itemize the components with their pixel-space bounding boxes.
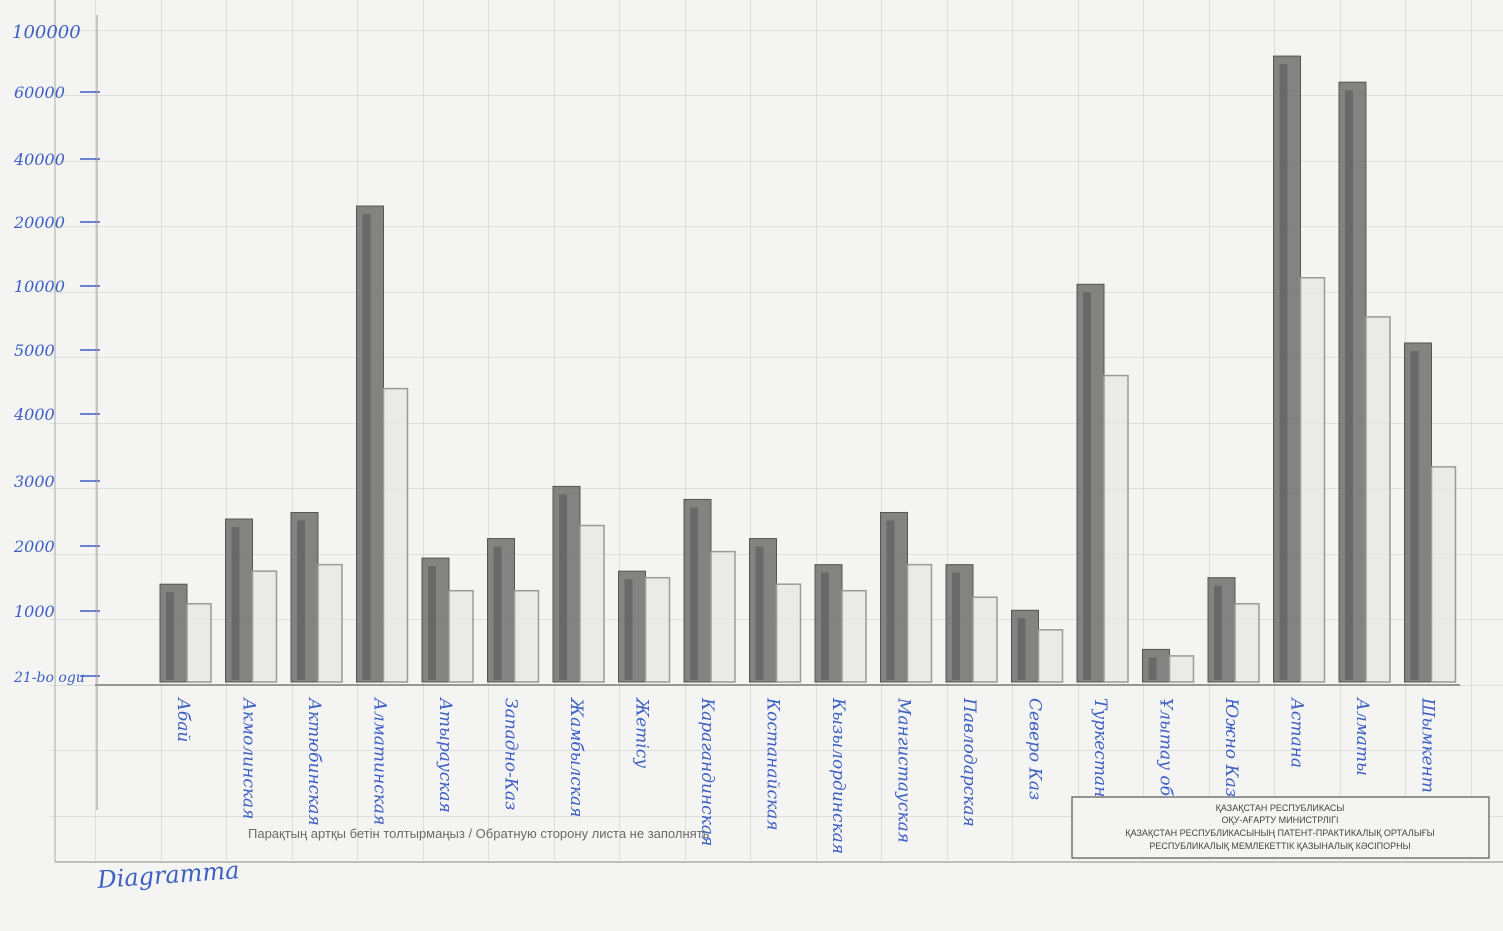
category-label: Алматы xyxy=(1352,697,1372,776)
bar-series-1-shade xyxy=(755,546,764,680)
official-stamp: ҚАЗАҚСТАН РЕСПУБЛИКАСЫ ОҚУ-АҒАРТУ МИНИСТ… xyxy=(1071,796,1490,859)
category-label: Ұлытау обл xyxy=(1156,698,1176,807)
bar-series-1-shade xyxy=(821,572,829,680)
y-tick-label: 10000 xyxy=(14,277,65,296)
y-tick-labels: 21-bo ogu 1000 2000 3000 4000 5000 10000 20000 4… xyxy=(13,83,100,686)
bar-series-1-shade xyxy=(690,507,698,680)
stamp-line-2: ОҚУ-АҒАРТУ МИНИСТРЛІГІ xyxy=(1221,815,1338,825)
y-tick-label: 40000 xyxy=(13,150,65,169)
bar-series-2 xyxy=(906,563,933,683)
y-tick-label: 3000 xyxy=(14,472,55,491)
bar-series-1-shade xyxy=(428,566,436,680)
y-tick-label: 4000 xyxy=(13,405,55,424)
bar-series-2 xyxy=(1103,374,1129,683)
bar-series-2 xyxy=(513,589,540,683)
category-label: Мангистауская xyxy=(894,697,914,843)
bar-series-2 xyxy=(972,596,998,683)
category-label: Жетісу xyxy=(632,697,652,768)
bar-series-1-shade xyxy=(1214,585,1222,680)
bar-series-2 xyxy=(186,603,212,683)
bar-series-1-shade xyxy=(559,494,567,680)
footer-notice: Парақтың артқы бетін толтырмаңыз / Обрат… xyxy=(248,826,710,841)
y-tick-label: 2000 xyxy=(13,537,55,556)
bar-series-2 xyxy=(1234,603,1260,683)
category-label: Жамбылская xyxy=(566,697,586,817)
bar-series-2 xyxy=(644,576,671,683)
bar-series-1-shade xyxy=(297,520,305,680)
category-label: Костанайская xyxy=(763,697,783,831)
category-label: Актюбинская xyxy=(304,697,324,826)
category-label: Акмолинская xyxy=(239,697,259,819)
stamp-line-1: ҚАЗАҚСТАН РЕСПУБЛИКАСЫ xyxy=(1216,803,1345,813)
y-tick-label: 21-bo ogu xyxy=(13,670,85,686)
y-top-label: 100000 xyxy=(12,22,81,43)
bar-series-1-shade xyxy=(1017,618,1026,680)
bar-series-1-shade xyxy=(1083,292,1091,680)
bar-series-1-shade xyxy=(231,527,240,680)
category-label: Карагандинская xyxy=(697,697,717,846)
category-label: Шымкент xyxy=(1418,697,1438,793)
category-label: Южно Каз xyxy=(1221,697,1241,797)
category-label: Северо Каз xyxy=(1025,698,1045,800)
y-tick-label: 20000 xyxy=(13,213,65,232)
bar-series-2 xyxy=(710,550,736,683)
bar-series-2 xyxy=(382,387,409,683)
category-labels: Абай Акмолинская Актюбинская Алматинская Аты… xyxy=(173,697,1438,854)
category-label: Кызылординская xyxy=(828,697,848,854)
stamp-line-3: ҚАЗАҚСТАН РЕСПУБЛИКАСЫНЫҢ ПАТЕНТ-ПРАКТИК… xyxy=(1125,828,1434,838)
bar-series-2 xyxy=(1365,316,1391,683)
bar-series-2 xyxy=(251,570,278,683)
category-label: Алматинская xyxy=(370,697,390,825)
bar-series-1-shade xyxy=(1279,64,1288,680)
bar-series-2 xyxy=(1037,629,1064,683)
chart-grid xyxy=(50,0,1503,860)
bar-series-1-shade xyxy=(362,214,371,681)
bar-series-2 xyxy=(448,589,474,683)
bar-series-2 xyxy=(317,563,343,683)
category-label: Павлодарская xyxy=(959,697,979,827)
bar-series-1-shade xyxy=(1148,657,1157,680)
bar-series-2 xyxy=(579,524,605,683)
bar-series-2 xyxy=(1430,466,1457,683)
y-tick-label: 60000 xyxy=(14,83,65,102)
bars-layer xyxy=(159,55,1457,683)
bar-series-1-shade xyxy=(624,579,633,680)
bar-series-1-shade xyxy=(1345,90,1353,680)
category-label: Западно-Каз xyxy=(501,698,521,810)
category-label: Астана xyxy=(1287,697,1307,768)
bar-series-2 xyxy=(841,589,867,683)
bar-series-2 xyxy=(1299,277,1326,683)
y-tick-label: 1000 xyxy=(14,602,55,621)
bar-series-1-shade xyxy=(166,592,174,680)
bar-series-2 xyxy=(1168,655,1195,683)
bar-series-1-shade xyxy=(952,572,960,680)
bar-series-1-shade xyxy=(493,546,502,680)
bar-series-2 xyxy=(775,583,802,683)
category-label: Абай xyxy=(173,697,193,742)
stamp-line-4: РЕСПУБЛИКАЛЫҚ МЕМЛЕКЕТТІК ҚАЗЫНАЛЫҚ КӘСІ… xyxy=(1149,841,1410,851)
y-tick-label: 5000 xyxy=(14,341,55,360)
bar-series-1-shade xyxy=(886,520,895,680)
category-label: Атырауская xyxy=(435,697,455,813)
bar-series-1-shade xyxy=(1410,350,1419,680)
